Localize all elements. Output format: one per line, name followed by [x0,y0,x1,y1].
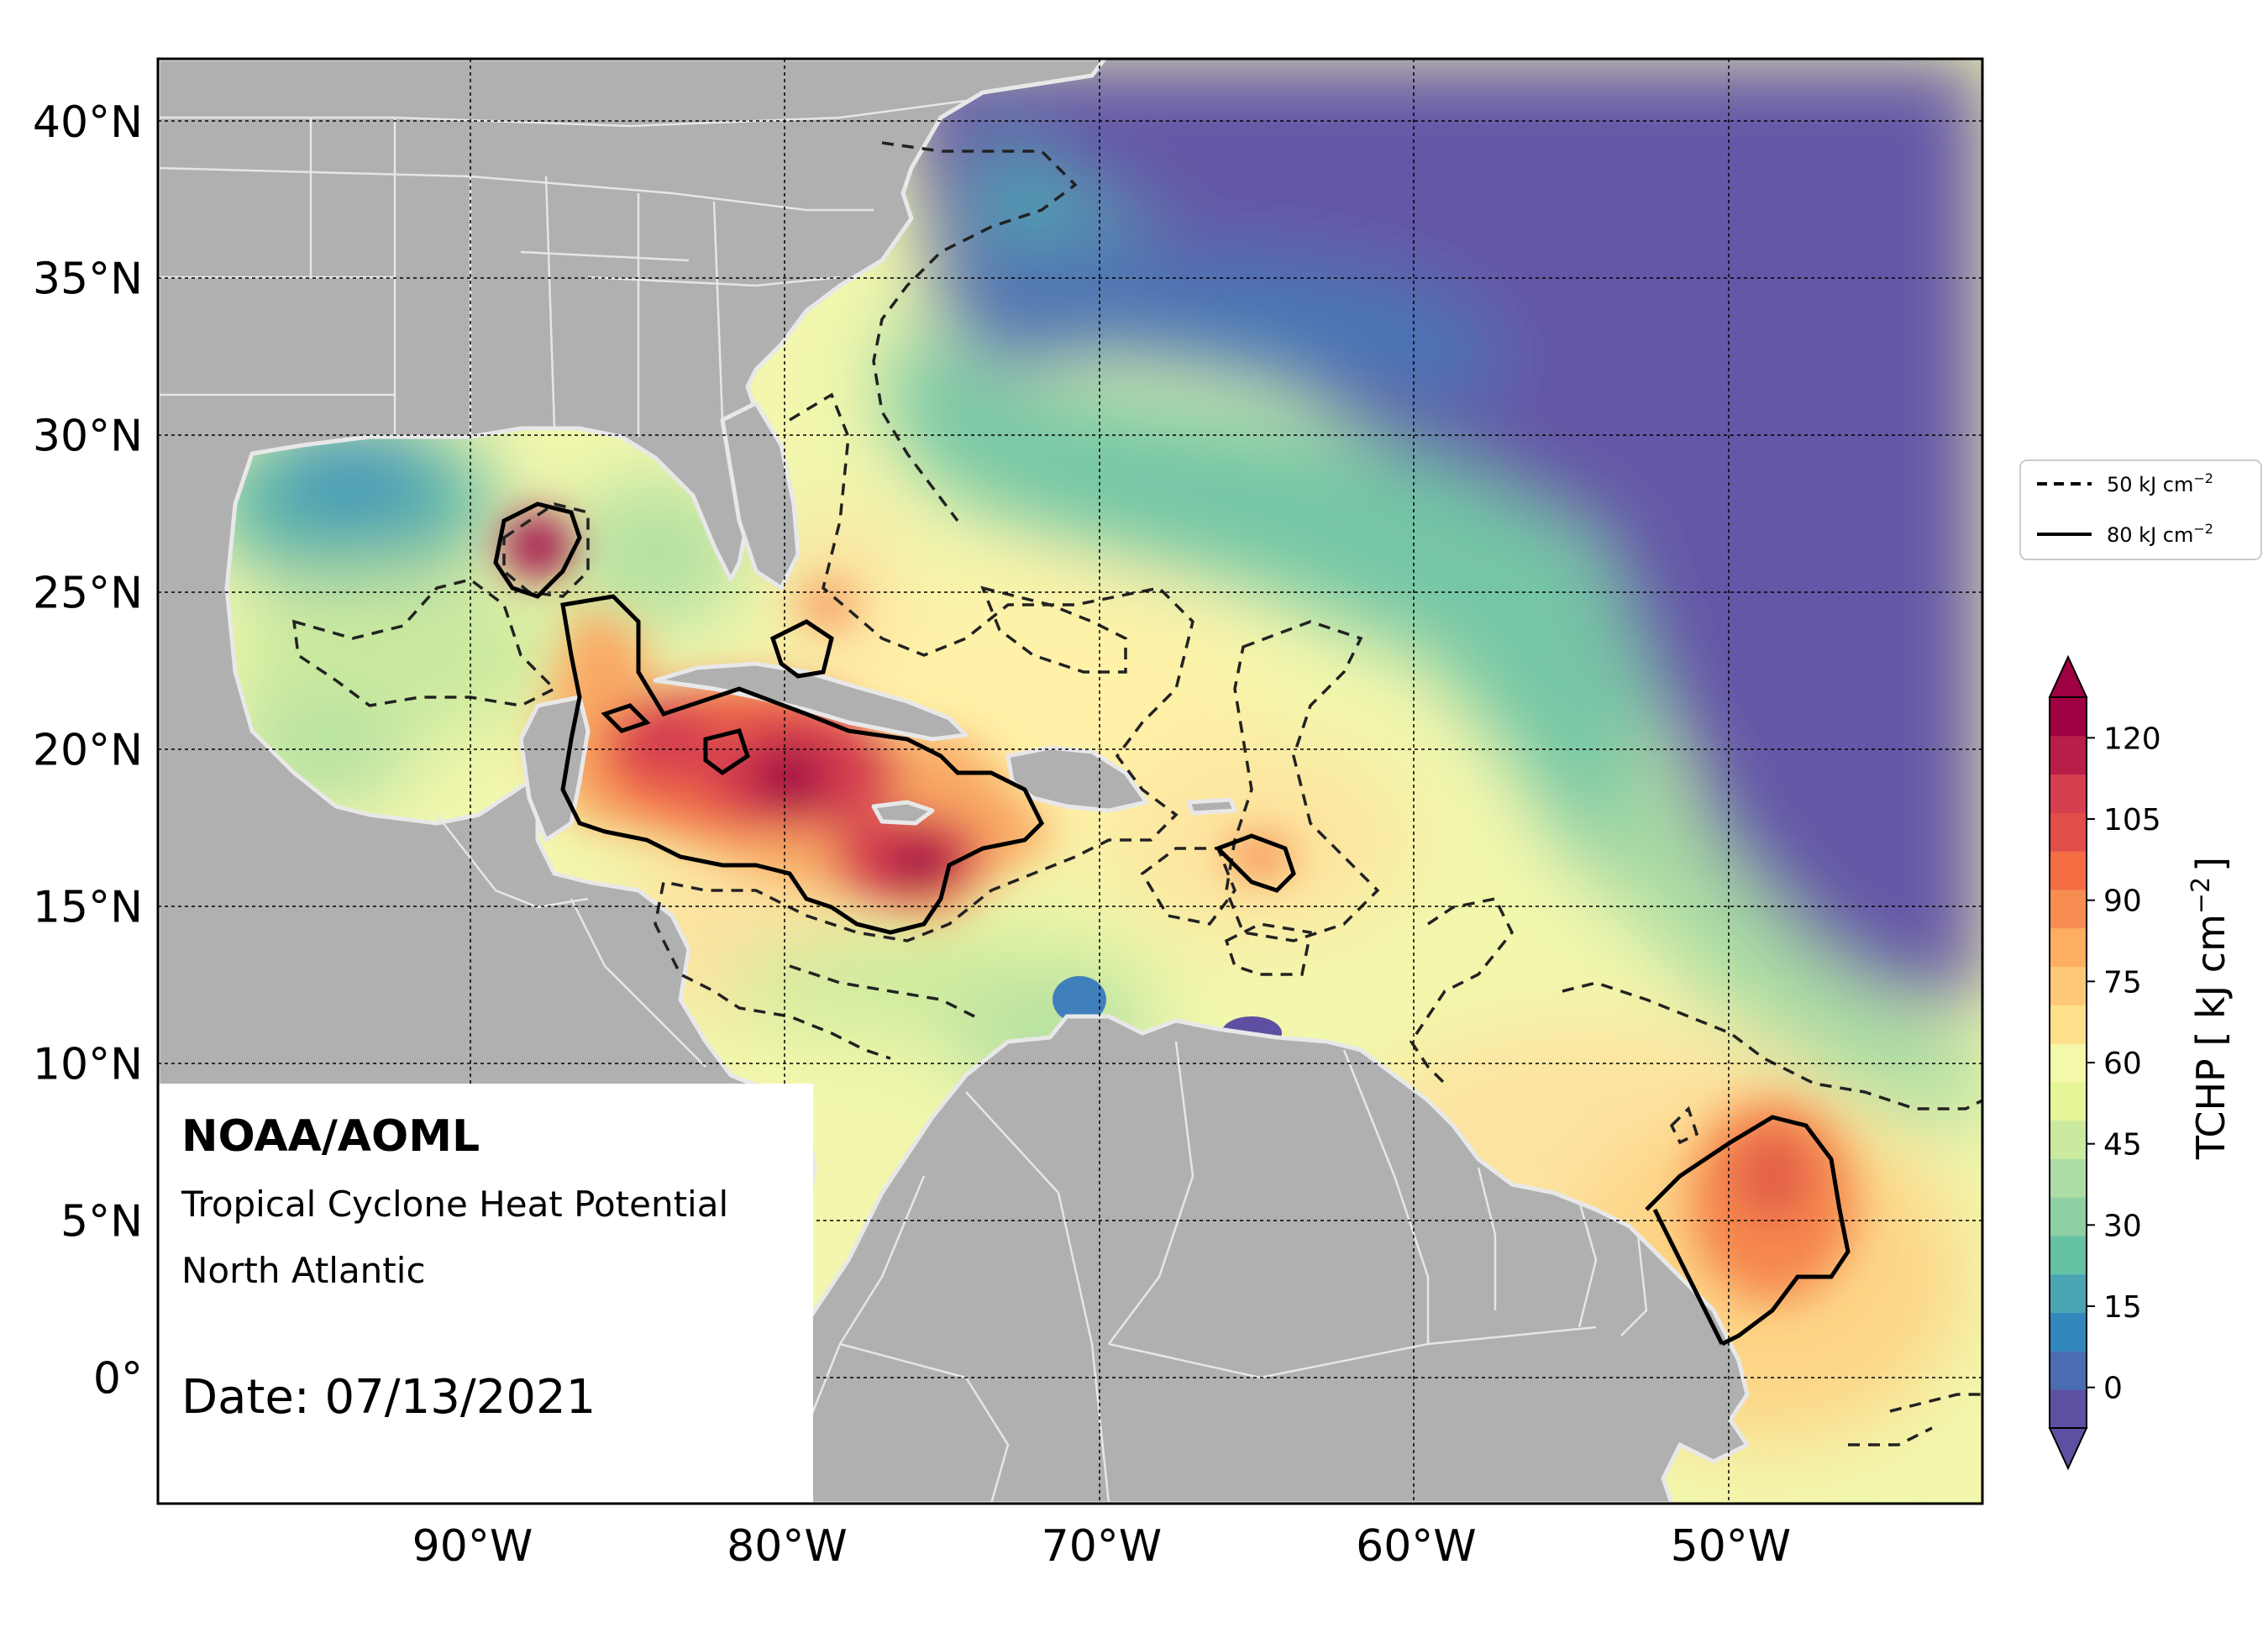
colorbar-extend-min [2048,1427,2088,1471]
colorbar-tick-label: 45 [2103,1128,2142,1163]
colorbar-segment [2050,1197,2087,1236]
colorbar: 0 15 30 45 60 75 90 105 120 [2048,654,2161,1471]
colorbar-segment [2050,1081,2087,1121]
colorbar-segment [2050,1005,2087,1044]
longitude-ticks: 90°W 80°W 70°W 60°W 50°W [412,1521,1792,1572]
colorbar-segment [2050,1236,2087,1275]
political-borders [158,99,1648,1504]
colorbar-segment [2050,812,2087,852]
latitude-ticks: 40°N 35°N 30°N 25°N 20°N 15°N 10°N 5°N 0° [33,97,143,1404]
lat-tick-label: 35°N [33,255,143,305]
colorbar-tick-label: 15 [2103,1290,2142,1325]
colorbar-label: TCHP [ kJ cm−2] [2187,857,2234,1160]
colorbar-segment [2050,889,2087,929]
lat-tick-label: 20°N [33,726,143,776]
contour-50 [291,141,1982,1446]
colorbar-tick-label: 60 [2103,1047,2142,1081]
colorbar-tick-label: 120 [2103,722,2161,756]
puerto-rico-island [1186,797,1237,816]
colorbar-tick-label: 30 [2103,1209,2142,1243]
contour-legend: 50 kJ cm−2 80 kJ cm−2 [2019,459,2262,560]
lat-tick-label: 15°N [33,883,143,933]
colorbar-segment [2050,1158,2087,1198]
plot-frame [156,57,1984,1505]
map-plot-area [158,59,1982,1504]
lat-tick-label: 30°N [33,412,143,462]
colorbar-segment [2050,1389,2087,1429]
colorbar-segment [2050,851,2087,890]
colorbar-segment [2050,1351,2087,1390]
colorbar-extend-max [2048,654,2088,698]
colorbar-tick-label: 90 [2103,885,2142,919]
colorbar-segment [2050,697,2087,737]
legend-entry-80: 80 kJ cm−2 [2107,521,2213,547]
colorbar-segment [2050,1273,2087,1314]
org-label: NOAA/AOML [181,1111,480,1162]
colorbar-segment [2050,1043,2087,1083]
jamaica-island [871,800,935,826]
lat-tick-label: 10°N [33,1040,143,1090]
cold-spot-colombia [1053,976,1106,1023]
region-label: North Atlantic [181,1250,426,1291]
colorbar-segment [2050,774,2087,813]
colorbar-segment [2050,927,2087,968]
lon-tick-label: 90°W [412,1521,533,1572]
lat-tick-label: 5°N [60,1196,143,1247]
colorbar-segment [2050,1312,2087,1352]
colorbar-tick-label: 105 [2103,803,2161,837]
colorbar-segment [2050,966,2087,1005]
south-america-land [753,1014,1750,1504]
colorbar-segment [2050,1120,2087,1159]
florida-peninsula [720,401,801,591]
lon-tick-label: 50°W [1671,1521,1792,1572]
lat-tick-label: 25°N [33,569,143,619]
lat-tick-label: 0° [93,1353,143,1404]
product-label: Tropical Cyclone Heat Potential [181,1184,728,1225]
colorbar-tick-label: 0 [2103,1372,2123,1406]
legend-entry-50: 50 kJ cm−2 [2107,470,2213,496]
warm-core [504,514,1856,1302]
lon-tick-label: 70°W [1042,1521,1163,1572]
colorbar-tick-label: 75 [2103,965,2142,1000]
annotation-box [158,1084,813,1504]
colorbar-segment [2050,735,2087,775]
lon-tick-label: 60°W [1356,1521,1477,1572]
lon-tick-label: 80°W [727,1521,848,1572]
date-label: Date: 07/13/2021 [181,1370,596,1425]
lat-tick-label: 40°N [33,97,143,148]
